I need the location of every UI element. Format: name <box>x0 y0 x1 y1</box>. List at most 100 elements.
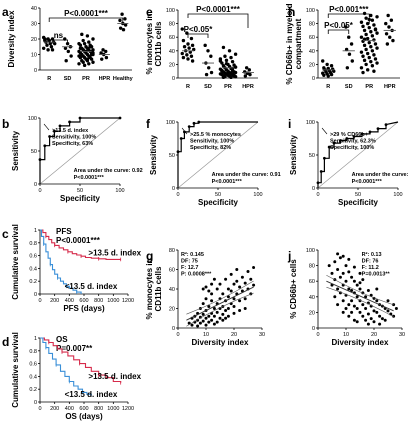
data-point-j-44 <box>364 295 368 299</box>
data-point-g-7 <box>196 324 200 328</box>
panel-a-diversity-scatter: a 0 10 20 30 40 Diversity index R SD PR HPR Healthy… <box>2 5 134 82</box>
data-point-j-62 <box>378 322 382 326</box>
data-point-h-PR-40 <box>372 69 376 73</box>
data-point-j-64 <box>380 317 384 321</box>
roc-legend-f: >25.5 % monocytes Sensitivity, 100% Specif… <box>190 132 241 151</box>
data-point-h-PR-13 <box>375 31 379 35</box>
roc-p-i: P<0.0001*** <box>352 179 383 185</box>
data-point-h-PR-11 <box>362 28 367 33</box>
y-axis-label-d: Cumulative survival <box>11 332 20 408</box>
x-tick-label-d-6: 1200 <box>122 406 134 412</box>
data-point-a-Healthy-5 <box>118 26 123 30</box>
data-point-h-HPR-1 <box>389 18 394 22</box>
y-tick-label-e-4: 80 <box>169 22 175 28</box>
data-point-a-R-8 <box>53 41 57 46</box>
data-point-e-R-15 <box>186 57 190 61</box>
data-point-a-HPR-4 <box>104 55 109 60</box>
data-point-h-PR-18 <box>372 38 376 42</box>
data-point-g-74 <box>210 282 214 286</box>
roc-point-i-17 <box>360 132 364 136</box>
data-point-e-HPR-5 <box>243 74 248 78</box>
data-point-g-9 <box>198 315 202 319</box>
data-point-j-5 <box>333 295 337 299</box>
data-point-j-50 <box>366 322 370 326</box>
km-curve-d-0 <box>40 337 122 383</box>
y-tick-label-d-4: 0.8 <box>29 349 37 355</box>
roc-legend-pointer-i <box>321 127 328 135</box>
data-point-g-46 <box>229 272 233 276</box>
data-point-e-PR-13 <box>233 65 238 69</box>
data-point-e-PR-40 <box>230 66 235 71</box>
data-point-h-PR-17 <box>365 36 370 41</box>
y-axis-label-j: % CD66b+ cells <box>289 259 298 319</box>
km-series-label-c-1: <13.5 d. index <box>65 282 118 291</box>
data-point-j-74 <box>352 265 356 269</box>
data-point-g-19 <box>207 314 211 318</box>
data-point-a-PR-47 <box>81 48 85 52</box>
y-tick-label-g-1: 20 <box>169 307 175 313</box>
fit-line-j <box>326 280 394 312</box>
category-label-a-4: Healthy <box>113 76 134 82</box>
data-point-h-PR-34 <box>369 59 373 64</box>
y-tick-label-a-3: 30 <box>31 22 37 28</box>
data-point-g-20 <box>207 320 211 324</box>
data-point-j-35 <box>355 320 359 324</box>
data-point-e-HPR-1 <box>247 68 252 72</box>
confidence-upper-g <box>186 280 254 315</box>
roc-point-i-23 <box>384 123 388 127</box>
x-axis-label-j: Diversity index <box>332 338 389 347</box>
data-point-a-PR-41 <box>78 46 83 50</box>
data-point-j-49 <box>366 312 370 316</box>
y-axis-label-line-f-0: Sensitivity <box>149 134 158 175</box>
data-point-g-11 <box>201 312 205 316</box>
data-point-h-R-14 <box>322 73 326 77</box>
data-point-j-3 <box>333 260 337 264</box>
roc-point-b-9 <box>58 124 62 128</box>
data-point-j-42 <box>361 314 365 318</box>
y-tick-label-d-0: 0 <box>34 400 37 406</box>
roc-point-i-15 <box>352 135 356 138</box>
data-point-e-HPR-0 <box>244 66 249 70</box>
km-title-d: OS <box>56 335 68 344</box>
regression-stat-g-0: R²: 0.145 <box>181 251 204 258</box>
y-axis-label-c: Cumulative survival <box>11 224 20 300</box>
data-point-j-43 <box>361 278 365 282</box>
regression-stat-g-3: P: 0.0008*** <box>181 272 212 278</box>
data-point-g-43 <box>226 287 230 291</box>
x-tick-label-f-1: 50 <box>215 192 221 198</box>
sig-label-e-0: P<0.0001*** <box>196 5 241 14</box>
category-label-e-1: SD <box>204 84 212 90</box>
data-point-j-73 <box>341 254 345 258</box>
data-point-h-SD-1 <box>347 35 351 39</box>
data-point-j-38 <box>358 310 362 314</box>
data-point-j-16 <box>344 264 348 268</box>
data-point-a-PR-2 <box>91 37 95 41</box>
data-point-e-R-6 <box>182 45 187 49</box>
x-tick-label-j-1: 10 <box>343 332 349 338</box>
data-point-e-R-16 <box>190 59 195 63</box>
data-point-g-26 <box>212 314 216 318</box>
y-tick-label-e-0: 0 <box>172 76 175 82</box>
data-point-a-PR-8 <box>78 43 83 47</box>
data-point-h-PR-20 <box>367 40 371 45</box>
fit-line-g <box>186 286 254 321</box>
y-tick-label-c-0: 0 <box>34 292 37 298</box>
y-axis-label-line-i-0: Sensitivity <box>289 134 298 175</box>
data-point-g-55 <box>240 289 244 293</box>
data-point-e-R-3 <box>181 38 186 43</box>
data-point-g-57 <box>243 297 247 301</box>
y-tick-label-g-4: 80 <box>169 248 175 254</box>
data-point-a-PR-40 <box>88 45 92 49</box>
data-point-h-HPR-0 <box>386 13 390 18</box>
category-label-a-1: SD <box>64 76 72 82</box>
sig-bracket-h-0 <box>327 13 370 24</box>
data-point-j-12 <box>341 271 345 275</box>
data-point-e-R-13 <box>189 54 194 58</box>
y-axis-label-line-g-1: CD11b cells <box>154 266 163 311</box>
category-label-a-2: PR <box>82 76 90 82</box>
data-point-a-SD-4 <box>66 49 71 54</box>
data-point-g-15 <box>204 316 208 320</box>
data-point-e-PR-41 <box>220 68 224 73</box>
data-point-e-R-14 <box>181 55 186 60</box>
